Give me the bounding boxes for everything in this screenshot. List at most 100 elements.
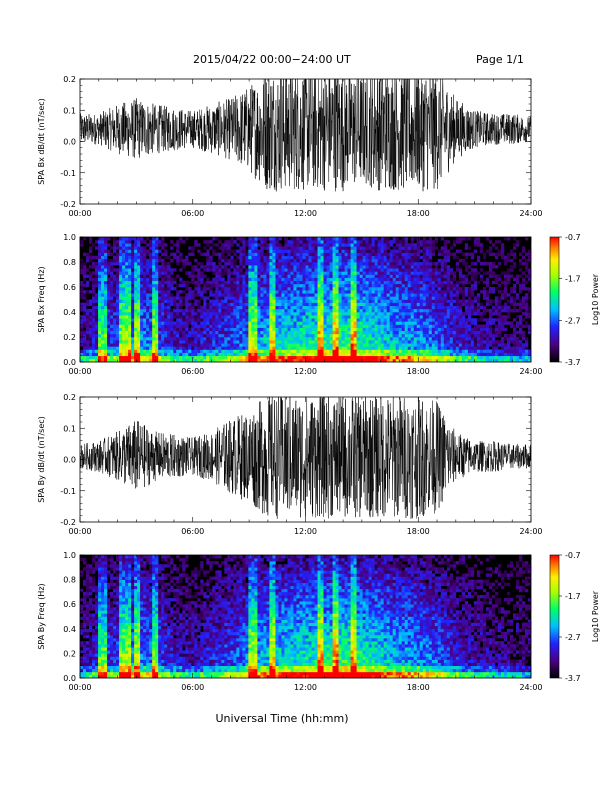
spectrogram-cell: [152, 237, 156, 241]
spectrogram-cell: [440, 237, 445, 241]
spectrogram-cell: [131, 274, 135, 278]
spectrogram-cell: [338, 346, 342, 350]
spectrogram-cell: [293, 308, 297, 313]
spectrogram-cell: [314, 299, 318, 303]
spectrogram-cell: [209, 330, 213, 335]
spectrogram-cell: [290, 249, 294, 253]
spectrogram-cell: [386, 333, 390, 338]
spectrogram-cell: [248, 343, 252, 347]
spectrogram-cell: [164, 318, 168, 322]
spectrogram-cell: [134, 330, 138, 335]
spectrogram-cell: [179, 355, 183, 360]
spectrogram-cell: [377, 305, 381, 310]
spectrogram-cell: [125, 240, 129, 244]
spectrogram-cell: [230, 258, 234, 263]
spectrogram-cell: [107, 315, 111, 319]
spectrogram-cell: [296, 352, 300, 357]
spectrogram-cell: [473, 340, 478, 344]
spectrogram-cell: [371, 237, 375, 241]
spectrogram-cell: [263, 280, 267, 285]
spectrogram-cell: [86, 337, 90, 341]
spectrogram-cell: [353, 324, 357, 328]
spectrogram-cell: [110, 349, 114, 353]
spectrogram-cell: [113, 255, 117, 260]
spectrogram-cell: [206, 240, 210, 244]
spectrogram-cell: [284, 346, 288, 350]
spectrogram-cell: [179, 312, 183, 316]
spectrogram-cell: [386, 308, 390, 313]
spectrogram-cell: [350, 305, 354, 310]
spectrogram-cell: [215, 293, 219, 297]
spectrogram-cell: [257, 346, 261, 350]
spectrogram-cell: [242, 346, 246, 350]
spectrogram-cell: [362, 302, 366, 307]
spectrogram-cell: [251, 252, 255, 257]
spectrogram-cell: [311, 318, 315, 322]
spectrogram-cell: [170, 293, 174, 297]
spectrogram-cell: [254, 293, 258, 297]
spectrogram-cell: [125, 355, 129, 360]
spectrogram-cell: [248, 271, 252, 275]
spectrogram-cell: [416, 312, 421, 316]
spectrogram-cell: [179, 305, 183, 310]
spectrogram-cell: [293, 358, 297, 363]
spectrogram-cell: [125, 349, 129, 353]
spectrogram-cell: [119, 346, 123, 350]
spectrogram-cell: [254, 258, 258, 263]
spectrogram-cell: [248, 337, 252, 341]
spectrogram-cell: [233, 287, 237, 291]
spectrogram-cell: [365, 343, 369, 347]
spectrogram-cell: [170, 346, 174, 350]
spectrogram-cell: [473, 299, 478, 303]
spectrogram-cell: [374, 268, 378, 272]
spectrogram-cell: [359, 327, 363, 332]
spectrogram-cell: [104, 352, 108, 357]
spectrogram-cell: [116, 280, 120, 285]
spectrogram-cell: [428, 343, 433, 347]
spectrogram-cell: [245, 318, 249, 322]
spectrogram-cell: [239, 352, 243, 357]
spectrogram-cell: [194, 315, 198, 319]
spectrogram-cell: [353, 262, 357, 266]
spectrogram-cell: [329, 340, 333, 344]
spectrogram-cell: [365, 308, 369, 313]
spectrogram-cell: [287, 277, 291, 282]
spectrogram-cell: [257, 327, 261, 332]
spectrogram-cell: [164, 321, 168, 325]
spectrogram-cell: [323, 358, 327, 363]
spectrogram-cell: [146, 283, 150, 288]
spectrogram-cell: [107, 343, 111, 347]
spectrogram-cell: [116, 324, 120, 328]
spectrogram-cell: [224, 349, 228, 353]
spectrogram-cell: [431, 240, 436, 244]
spectrogram-cell: [194, 280, 198, 285]
spectrogram-cell: [251, 349, 255, 353]
spectrogram-cell: [212, 249, 216, 253]
spectrogram-cell: [335, 324, 339, 328]
spectrogram-cell: [299, 283, 303, 288]
spectrogram-cell: [260, 240, 264, 244]
spectrogram-cell: [101, 283, 105, 288]
spectrogram-cell: [140, 246, 144, 250]
spectrogram-cell: [101, 318, 105, 322]
spectrogram-cell: [260, 355, 264, 360]
spectrogram-cell: [392, 240, 396, 244]
spectrogram-cell: [314, 287, 318, 291]
spectrogram-cell: [440, 349, 445, 353]
spectrogram-cell: [377, 327, 381, 332]
spectrogram-cell: [317, 255, 321, 260]
spectrogram-cell: [302, 299, 306, 303]
spectrogram-cell: [329, 293, 333, 297]
spectrogram-cell: [371, 305, 375, 310]
spectrogram-cell: [296, 305, 300, 310]
spectrogram-cell: [179, 337, 183, 341]
spectrogram-cell: [236, 249, 240, 253]
spectrogram-cell: [347, 280, 351, 285]
spectrogram-cell: [119, 308, 123, 313]
spectrogram-cell: [212, 318, 216, 322]
spectrogram-cell: [350, 290, 354, 294]
spectrogram-cell: [131, 246, 135, 250]
spectrogram-cell: [158, 268, 162, 272]
spectrogram-cell: [362, 262, 366, 266]
spectrogram-cell: [467, 252, 472, 257]
